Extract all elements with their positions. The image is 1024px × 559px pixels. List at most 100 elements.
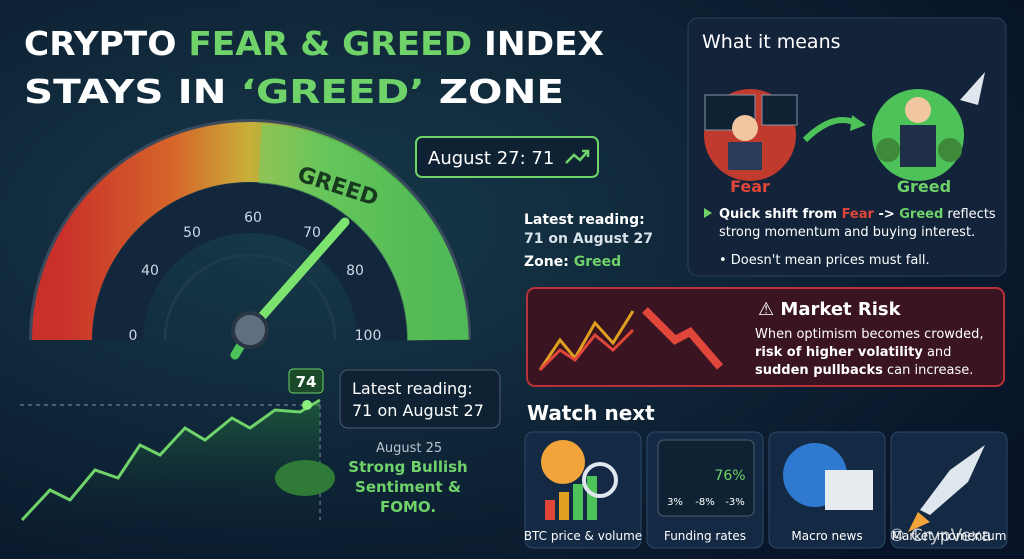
trend-part-part: FOMO. bbox=[380, 498, 436, 516]
meaning-panel-part bbox=[732, 115, 758, 141]
gauge-tick-label: 40 bbox=[141, 263, 159, 279]
watermark: © CrypVexa bbox=[888, 526, 991, 546]
watch-card-label: Funding rates bbox=[664, 529, 746, 543]
magnifier-icon bbox=[582, 462, 618, 498]
watch-next-part: Watch next bbox=[527, 401, 655, 425]
risk-panel-part: ⚠ Market Risk bbox=[758, 299, 902, 320]
gauge-reading-part-part: Zone: bbox=[524, 254, 574, 270]
meaning-panel-part bbox=[876, 138, 900, 162]
funding-value: 76% bbox=[714, 468, 745, 484]
bar-icon bbox=[573, 484, 583, 520]
meaning-panel-part bbox=[687, 17, 1007, 277]
funding-value: -8% bbox=[695, 497, 714, 508]
gauge-reading-part: Latest reading: bbox=[524, 212, 645, 228]
headline-part-part: CRYPTO bbox=[24, 24, 188, 63]
newspaper-icon bbox=[825, 470, 873, 510]
meaning-panel-part: Fear bbox=[730, 177, 770, 196]
callout-part: August 27: 71 bbox=[428, 148, 554, 169]
trend-part bbox=[302, 400, 312, 410]
callout: August 27: 71 bbox=[415, 136, 599, 178]
gauge-part bbox=[93, 183, 407, 341]
risk-panel-part bbox=[538, 310, 635, 371]
gauge-tick-label: 0 bbox=[129, 328, 138, 344]
risk-panel-part-part: sudden pullbacks can increase. bbox=[755, 363, 973, 378]
headline-part-part: FEAR & GREED bbox=[188, 24, 472, 63]
risk-panel-part-part-part: and bbox=[923, 345, 952, 360]
trend-part bbox=[20, 398, 321, 522]
trend-part bbox=[275, 460, 335, 496]
meaning-panel-part bbox=[905, 97, 931, 123]
gauge-tick-label: 80 bbox=[346, 263, 364, 279]
headline-part-part: ZONE bbox=[425, 72, 564, 111]
gauge-part bbox=[231, 311, 269, 349]
funding-value: -3% bbox=[725, 497, 744, 508]
meaning-panel-part-part: reflects bbox=[943, 207, 996, 222]
risk-panel-part-part-part: risk of higher volatility bbox=[755, 345, 923, 360]
bar-icon bbox=[587, 476, 597, 520]
gauge-ticks: 0 40 50 60 70 80 100 bbox=[129, 210, 382, 344]
meaning-panel-part bbox=[900, 125, 936, 167]
trend-part: 71 on August 27 bbox=[352, 401, 484, 420]
bar-icon bbox=[559, 492, 569, 520]
meaning-panel-part: strong momentum and buying interest. bbox=[719, 225, 975, 240]
callout-part bbox=[565, 149, 590, 164]
risk-panel-part-part: When optimism becomes crowded, bbox=[755, 327, 984, 342]
gauge-tick-label: 100 bbox=[355, 328, 382, 344]
gauge: GREED bbox=[29, 119, 471, 360]
headline-part-part: ‘GREED’ bbox=[241, 72, 425, 111]
meaning-panel-part bbox=[728, 142, 762, 170]
meaning-panel-part-part: Quick shift from bbox=[719, 207, 842, 222]
meaning-panel-part bbox=[704, 208, 712, 218]
meaning-panel-part bbox=[938, 138, 962, 162]
risk-panel-part-part: risk of higher volatility and bbox=[755, 345, 951, 360]
trend-part-part: Strong Bullish bbox=[348, 458, 467, 476]
risk-panel: ⚠ Market Risk When optimism becomes crow… bbox=[526, 287, 1005, 387]
meaning-panel-part: Greed bbox=[897, 177, 951, 196]
gauge-reading-part: 71 on August 27 bbox=[524, 231, 653, 247]
trend-part: Strong Bullish Sentiment & FOMO. bbox=[348, 458, 467, 516]
funding-value: 3% bbox=[667, 497, 683, 508]
gauge-reading-part-part: 71 on August 27 bbox=[524, 231, 653, 247]
bitcoin-icon bbox=[541, 440, 585, 484]
gauge-part bbox=[245, 217, 350, 335]
watch-next: Watch next BTC price & volume Funding rat… bbox=[524, 401, 1008, 549]
trend-part bbox=[339, 369, 501, 429]
meaning-panel-part-part: Greed bbox=[899, 207, 943, 222]
meaning-panel-part-part: -> bbox=[874, 207, 899, 222]
meaning-panel-part bbox=[850, 115, 866, 131]
trend-part-part: Sentiment & bbox=[355, 478, 461, 496]
bar-icon bbox=[545, 500, 555, 520]
callout-part bbox=[415, 136, 599, 178]
gauge-tick-label: 70 bbox=[303, 225, 321, 241]
watch-card-label: BTC price & volume bbox=[524, 529, 642, 543]
flame-icon bbox=[908, 512, 930, 532]
watermark-part: © bbox=[888, 526, 910, 546]
headline: CRYPTO FEAR & GREED INDEX STAYS IN ‘GREE… bbox=[24, 24, 604, 111]
risk-panel-part: When optimism becomes crowded, risk of h… bbox=[755, 327, 984, 378]
watermark-part: CrypVexa bbox=[911, 526, 992, 546]
risk-panel-part bbox=[538, 328, 635, 372]
gauge-reading-part: Zone: Greed bbox=[524, 254, 621, 270]
meaning-panel-part bbox=[960, 72, 985, 105]
headline-part-part: STAYS IN bbox=[24, 72, 241, 111]
watch-card-label: Macro news bbox=[791, 529, 862, 543]
meaning-panel-part: • Doesn't mean prices must fall. bbox=[719, 253, 930, 268]
headline-part-part: INDEX bbox=[472, 24, 604, 63]
trend-part bbox=[22, 400, 320, 545]
risk-panel-part bbox=[642, 307, 724, 370]
trend: 74 Latest reading: 71 on August 27 Augus… bbox=[20, 368, 501, 545]
risk-panel-part-part-part: sudden pullbacks bbox=[755, 363, 883, 378]
meaning-panel-part: What it means bbox=[702, 31, 841, 53]
gauge-tick-label: 60 bbox=[244, 210, 262, 226]
gauge-reading: Latest reading: 71 on August 27 Zone: Gr… bbox=[524, 212, 653, 270]
trend-part: Latest reading: bbox=[352, 379, 473, 398]
rocket-icon bbox=[920, 445, 985, 515]
trend-part: August 25 bbox=[376, 441, 442, 456]
risk-panel-part-part-part: can increase. bbox=[883, 363, 974, 378]
meaning-panel: What it means Fear Greed Quick shift fro… bbox=[687, 17, 1007, 277]
gauge-tick-label: 50 bbox=[183, 225, 201, 241]
gauge-reading-part-part: Greed bbox=[574, 254, 621, 270]
headline-part: CRYPTO FEAR & GREED INDEX bbox=[24, 24, 604, 63]
meaning-panel-part-part: Fear bbox=[842, 207, 875, 222]
meaning-panel-part bbox=[761, 94, 798, 126]
